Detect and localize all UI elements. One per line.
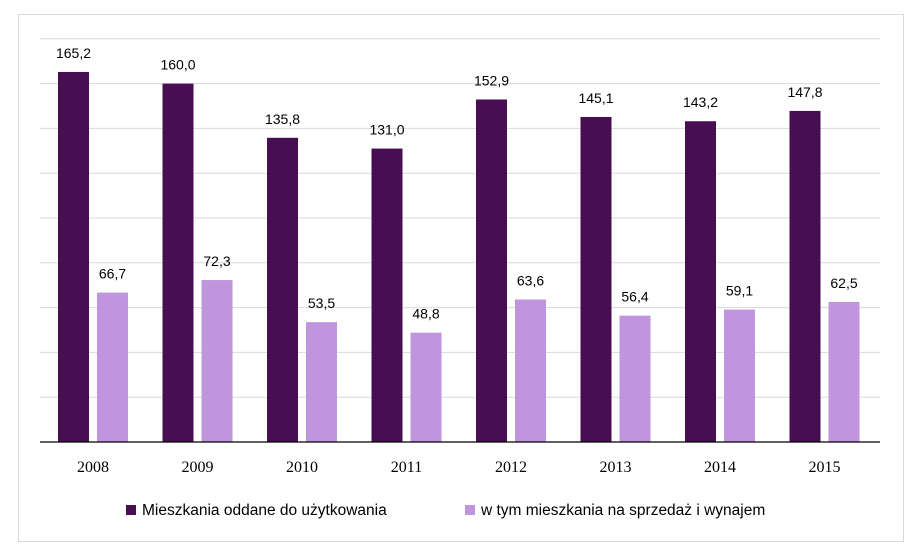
data-label: 53,5 [308, 295, 335, 311]
data-label: 72,3 [203, 253, 230, 269]
bar-mieszkania-oddane [371, 148, 403, 442]
legend-swatch [126, 505, 136, 515]
data-label: 145,1 [578, 90, 613, 106]
x-tick-label: 2015 [809, 459, 841, 476]
x-tick-label: 2008 [77, 459, 109, 476]
legend-swatch [465, 505, 475, 515]
x-tick-label: 2013 [600, 459, 632, 476]
data-label: 135,8 [265, 111, 300, 127]
bar-sprzedaz-wynajem [410, 332, 442, 442]
bar-sprzedaz-wynajem [828, 302, 860, 442]
x-tick-label: 2009 [182, 459, 214, 476]
data-label: 147,8 [787, 84, 822, 100]
bar-sprzedaz-wynajem [724, 309, 755, 442]
data-labels: 165,2 66,7 160,0 72,3 135,8 53,5 131,0 48,8 152,… [56, 45, 858, 322]
bar-sprzedaz-wynajem [306, 322, 337, 442]
data-label: 160,0 [160, 57, 195, 73]
data-label: 48,8 [412, 306, 439, 322]
data-label: 131,0 [369, 122, 404, 138]
x-tick-label: 2014 [704, 459, 736, 476]
data-label: 63,6 [517, 273, 544, 289]
bar-mieszkania-oddane [685, 121, 716, 443]
legend: Mieszkania oddane do użytkowania w tym mi… [126, 502, 765, 519]
bar-sprzedaz-wynajem [515, 299, 546, 442]
legend-label: w tym mieszkania na sprzedaż i wynajem [480, 502, 765, 519]
data-label: 66,7 [99, 266, 126, 282]
x-tick-label: 2012 [495, 459, 527, 476]
bar-mieszkania-oddane [476, 99, 507, 442]
bar-sprzedaz-wynajem [619, 315, 651, 442]
legend-label: Mieszkania oddane do użytkowania [142, 502, 387, 519]
bar-mieszkania-oddane [789, 110, 821, 442]
data-label: 59,1 [726, 283, 753, 299]
bar-mieszkania-oddane [267, 137, 298, 443]
data-label: 152,9 [474, 73, 509, 89]
x-tick-labels: 2008 2009 2010 2011 2012 2013 2014 2015 [77, 459, 841, 476]
data-label: 62,5 [830, 275, 857, 291]
bar-mieszkania-oddane [58, 71, 89, 443]
bar-sprzedaz-wynajem [97, 292, 128, 442]
data-label: 56,4 [621, 289, 648, 305]
bar-mieszkania-oddane [162, 83, 194, 442]
bar-sprzedaz-wynajem [201, 280, 233, 442]
bar-mieszkania-oddane [580, 116, 612, 442]
data-label: 143,2 [683, 94, 718, 110]
x-tick-label: 2010 [286, 459, 318, 476]
x-tick-label: 2011 [391, 459, 422, 476]
data-label: 165,2 [56, 45, 91, 61]
bars [58, 71, 860, 443]
